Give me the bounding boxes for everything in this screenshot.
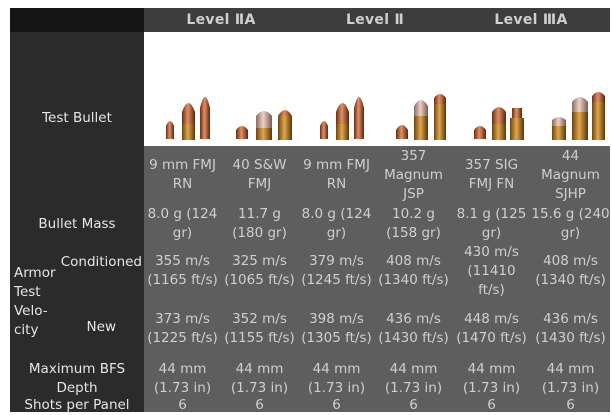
bfs-depth-cell: 44 mm (1.73 in) [452,360,531,398]
bullet-mass-cell: 15.6 g (240 gr) [531,204,610,244]
header-level-3a: Level ⅢA [452,8,610,32]
velocity-new-cell: 352 m/s (1155 ft/s) [221,298,298,360]
row-label-test-bullet: Test Bullet [10,32,144,204]
row-label-conditioned: Conditioned [58,244,144,294]
bullet-images [166,92,605,140]
bullet-image-strip [144,32,610,146]
bullet-mass-cell: 8.0 g (124 gr) [298,204,375,244]
9mm-fmj-rn-cartridge-icon [166,97,210,140]
row-label-armor-test-velocity: Armor Test Velo-city [10,244,58,360]
velocity-conditioned-cell: 355 m/s (1165 ft/s) [144,244,221,298]
44-magnum-sjhp-cartridge-icon [552,92,605,140]
velocity-conditioned-cell: 408 m/s (1340 ft/s) [375,244,452,298]
9mm-fmj-rn-cartridge-icon [320,97,364,140]
shots-per-panel-cell: 6 [375,397,452,413]
bullet-mass-cell: 11.7 g (180 gr) [221,204,298,244]
357-magnum-jsp-cartridge-icon [396,94,446,140]
velocity-new-cell: 398 m/s (1305 ft/s) [298,298,375,360]
velocity-new-cell: 373 m/s (1225 ft/s) [144,298,221,360]
bfs-depth-cell: 44 mm (1.73 in) [144,360,221,398]
velocity-new-cell: 436 m/s (1430 ft/s) [375,298,452,360]
header-level-2a: Level ⅡA [144,8,298,32]
bfs-depth-cell: 44 mm (1.73 in) [375,360,452,398]
shots-per-panel-cell: 6 [298,397,375,413]
velocity-conditioned-cell: 379 m/s (1245 ft/s) [298,244,375,298]
shots-per-panel-cell: 6 [221,397,298,413]
armor-level-table: Level ⅡA Level Ⅱ Level ⅢA Test Bullet [10,8,610,413]
velocity-new-cell: 448 m/s (1470 ft/s) [452,298,531,360]
row-label-bullet-mass: Bullet Mass [10,204,144,244]
shots-per-panel-cell: 6 [452,397,531,413]
bullet-mass-cell: 10.2 g (158 gr) [375,204,452,244]
bfs-depth-cell: 44 mm (1.73 in) [531,360,610,398]
40sw-fmj-cartridge-icon [236,110,292,140]
bullet-mass-cell: 8.0 g (124 gr) [144,204,221,244]
357-sig-fmj-fn-cartridge-icon [474,107,524,140]
shots-per-panel-cell: 6 [144,397,221,413]
shots-per-panel-cell: 6 [531,397,610,413]
caliber-cell: 9 mm FMJ RN [298,146,375,204]
caliber-cell: 44 Magnum SJHP [531,146,610,204]
caliber-cell: 9 mm FMJ RN [144,146,221,204]
header-level-2: Level Ⅱ [298,8,452,32]
caliber-cell: 40 S&W FMJ [221,146,298,204]
velocity-new-cell: 436 m/s (1430 ft/s) [531,298,610,360]
row-label-shots-per-panel: Shots per Panel [10,397,144,413]
header-corner [10,8,144,32]
row-label-bfs-depth: Maximum BFS Depth [10,360,144,398]
row-label-new: New [58,294,144,360]
velocity-conditioned-cell: 430 m/s (11410 ft/s) [452,244,531,298]
caliber-cell: 357 SIG FMJ FN [452,146,531,204]
velocity-conditioned-cell: 325 m/s (1065 ft/s) [221,244,298,298]
bfs-depth-cell: 44 mm (1.73 in) [221,360,298,398]
bullet-mass-cell: 8.1 g (125 gr) [452,204,531,244]
velocity-conditioned-cell: 408 m/s (1340 ft/s) [531,244,610,298]
bfs-depth-cell: 44 mm (1.73 in) [298,360,375,398]
caliber-cell: 357 Magnum JSP [375,146,452,204]
